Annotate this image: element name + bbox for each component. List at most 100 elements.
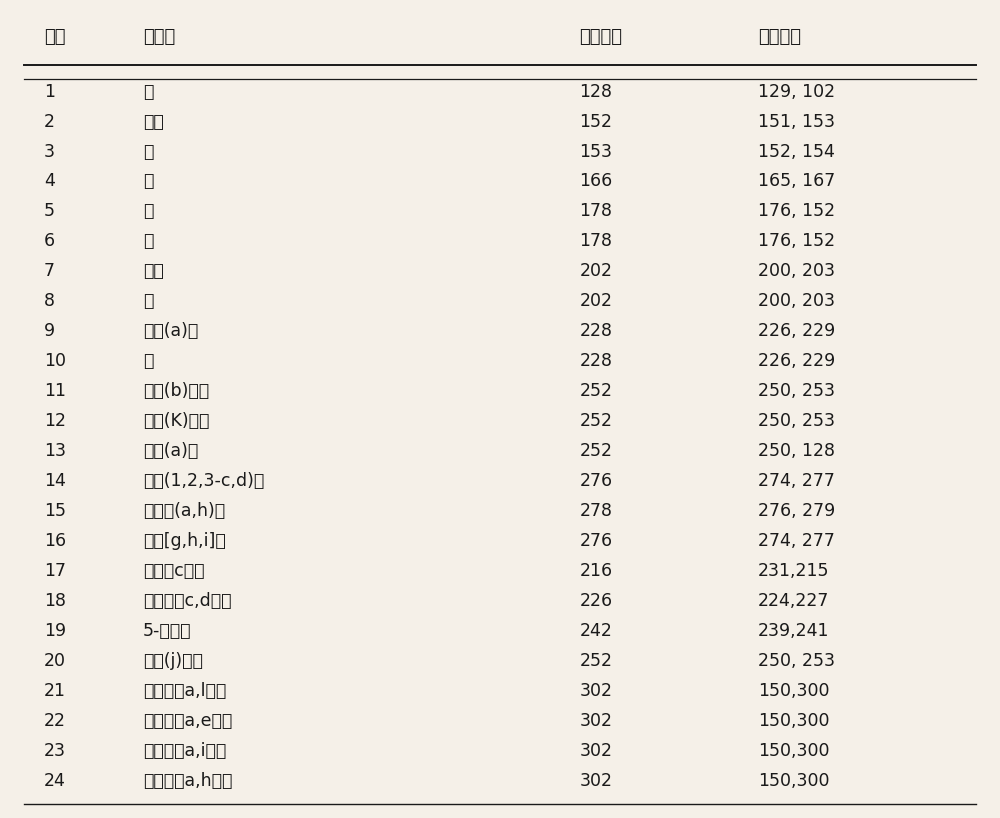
Text: 定量离子: 定量离子 (579, 28, 622, 46)
Text: 苯并(j)荧蒽: 苯并(j)荧蒽 (143, 652, 203, 670)
Text: 苊烯: 苊烯 (143, 113, 164, 131)
Text: 200, 203: 200, 203 (758, 292, 835, 310)
Text: 蒽: 蒽 (143, 232, 153, 250)
Text: 10: 10 (44, 353, 66, 371)
Text: 13: 13 (44, 442, 66, 460)
Text: 萘: 萘 (143, 83, 153, 101)
Text: 228: 228 (579, 322, 612, 340)
Text: 278: 278 (579, 502, 612, 520)
Text: 19: 19 (44, 622, 66, 640)
Text: 202: 202 (579, 263, 612, 281)
Text: 252: 252 (579, 652, 612, 670)
Text: 176, 152: 176, 152 (758, 202, 835, 220)
Text: 151, 153: 151, 153 (758, 113, 835, 131)
Text: 302: 302 (579, 712, 612, 730)
Text: 224,227: 224,227 (758, 592, 829, 610)
Text: 20: 20 (44, 652, 66, 670)
Text: 荧蒽: 荧蒽 (143, 263, 164, 281)
Text: 定性离子: 定性离子 (758, 28, 801, 46)
Text: 7: 7 (44, 263, 55, 281)
Text: 274, 277: 274, 277 (758, 472, 835, 490)
Text: 276, 279: 276, 279 (758, 502, 835, 520)
Text: 226: 226 (579, 592, 612, 610)
Text: 二苯并（a,i）芘: 二苯并（a,i）芘 (143, 742, 226, 760)
Text: 17: 17 (44, 562, 66, 580)
Text: 216: 216 (579, 562, 612, 580)
Text: 239,241: 239,241 (758, 622, 829, 640)
Text: 276: 276 (579, 532, 612, 550)
Text: 环戊并（c,d）芘: 环戊并（c,d）芘 (143, 592, 232, 610)
Text: 15: 15 (44, 502, 66, 520)
Text: 苯并(K)荧蒽: 苯并(K)荧蒽 (143, 412, 209, 430)
Text: 苯并（c）芴: 苯并（c）芴 (143, 562, 205, 580)
Text: 250, 253: 250, 253 (758, 382, 835, 400)
Text: 序号: 序号 (44, 28, 65, 46)
Text: 苯并(a)蒽: 苯并(a)蒽 (143, 322, 198, 340)
Text: 24: 24 (44, 771, 66, 789)
Text: 150,300: 150,300 (758, 681, 829, 699)
Text: 178: 178 (579, 232, 612, 250)
Text: 150,300: 150,300 (758, 712, 829, 730)
Text: 5: 5 (44, 202, 55, 220)
Text: 1: 1 (44, 83, 55, 101)
Text: 苊: 苊 (143, 142, 153, 160)
Text: 166: 166 (579, 173, 613, 191)
Text: 16: 16 (44, 532, 66, 550)
Text: 200, 203: 200, 203 (758, 263, 835, 281)
Text: 3: 3 (44, 142, 55, 160)
Text: 176, 152: 176, 152 (758, 232, 835, 250)
Text: 苯并[g,h,i]苝: 苯并[g,h,i]苝 (143, 532, 226, 550)
Text: 302: 302 (579, 681, 612, 699)
Text: 二苯并(a,h)蒽: 二苯并(a,h)蒽 (143, 502, 225, 520)
Text: 21: 21 (44, 681, 66, 699)
Text: 12: 12 (44, 412, 66, 430)
Text: 23: 23 (44, 742, 66, 760)
Text: 231,215: 231,215 (758, 562, 829, 580)
Text: 目标物: 目标物 (143, 28, 175, 46)
Text: 129, 102: 129, 102 (758, 83, 835, 101)
Text: 153: 153 (579, 142, 612, 160)
Text: 150,300: 150,300 (758, 742, 829, 760)
Text: 18: 18 (44, 592, 66, 610)
Text: 152: 152 (579, 113, 612, 131)
Text: 4: 4 (44, 173, 55, 191)
Text: 250, 253: 250, 253 (758, 412, 835, 430)
Text: 165, 167: 165, 167 (758, 173, 835, 191)
Text: 茚并(1,2,3-c,d)芘: 茚并(1,2,3-c,d)芘 (143, 472, 264, 490)
Text: 菲: 菲 (143, 202, 153, 220)
Text: 屈: 屈 (143, 353, 153, 371)
Text: 178: 178 (579, 202, 612, 220)
Text: 242: 242 (579, 622, 612, 640)
Text: 226, 229: 226, 229 (758, 322, 835, 340)
Text: 苯并(b)荧蒽: 苯并(b)荧蒽 (143, 382, 209, 400)
Text: 二苯并（a,h）芘: 二苯并（a,h）芘 (143, 771, 232, 789)
Text: 250, 253: 250, 253 (758, 652, 835, 670)
Text: 8: 8 (44, 292, 55, 310)
Text: 250, 128: 250, 128 (758, 442, 835, 460)
Text: 226, 229: 226, 229 (758, 353, 835, 371)
Text: 274, 277: 274, 277 (758, 532, 835, 550)
Text: 228: 228 (579, 353, 612, 371)
Text: 252: 252 (579, 412, 612, 430)
Text: 2: 2 (44, 113, 55, 131)
Text: 276: 276 (579, 472, 612, 490)
Text: 252: 252 (579, 442, 612, 460)
Text: 22: 22 (44, 712, 66, 730)
Text: 14: 14 (44, 472, 66, 490)
Text: 6: 6 (44, 232, 55, 250)
Text: 252: 252 (579, 382, 612, 400)
Text: 128: 128 (579, 83, 612, 101)
Text: 苯并(a)芘: 苯并(a)芘 (143, 442, 198, 460)
Text: 202: 202 (579, 292, 612, 310)
Text: 302: 302 (579, 742, 612, 760)
Text: 302: 302 (579, 771, 612, 789)
Text: 9: 9 (44, 322, 55, 340)
Text: 芴: 芴 (143, 173, 153, 191)
Text: 二苯并（a,e）芘: 二苯并（a,e）芘 (143, 712, 232, 730)
Text: 150,300: 150,300 (758, 771, 829, 789)
Text: 5-甲基屈: 5-甲基屈 (143, 622, 192, 640)
Text: 二苯并（a,l）芘: 二苯并（a,l）芘 (143, 681, 226, 699)
Text: 芘: 芘 (143, 292, 153, 310)
Text: 152, 154: 152, 154 (758, 142, 835, 160)
Text: 11: 11 (44, 382, 66, 400)
